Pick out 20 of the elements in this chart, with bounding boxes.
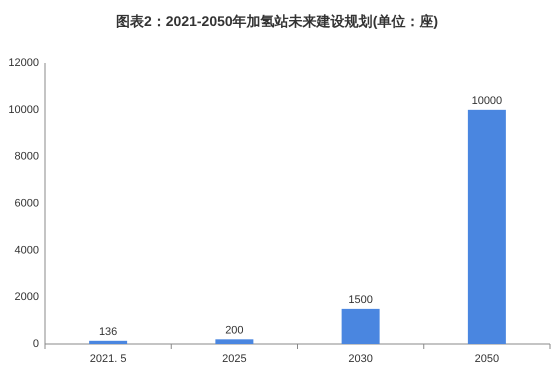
y-tick-label: 8000 — [14, 150, 39, 163]
data-label: 136 — [98, 326, 118, 338]
y-tick-label: 0 — [32, 338, 39, 350]
y-tick-label: 2000 — [14, 291, 39, 304]
x-tick-label: 2050 — [474, 353, 500, 365]
bar — [468, 110, 506, 344]
y-tick-label: 10000 — [8, 104, 39, 116]
x-tick-label: 2025 — [222, 353, 247, 365]
y-tick-label: 4000 — [14, 244, 39, 256]
bar — [342, 308, 380, 344]
data-label: 1500 — [348, 294, 373, 306]
y-tick-label: 12000 — [8, 57, 39, 69]
chart-title: 图表2：2021-2050年加氢站未来建设规划(单位：座) — [116, 13, 438, 29]
data-label: 200 — [225, 324, 244, 336]
x-tick-label: 2030 — [348, 353, 373, 365]
data-label: 10000 — [472, 94, 502, 107]
bar — [89, 340, 128, 344]
x-tick-label: 2021. 5 — [90, 353, 126, 365]
y-tick-label: 6000 — [14, 198, 39, 210]
bar — [215, 339, 254, 344]
